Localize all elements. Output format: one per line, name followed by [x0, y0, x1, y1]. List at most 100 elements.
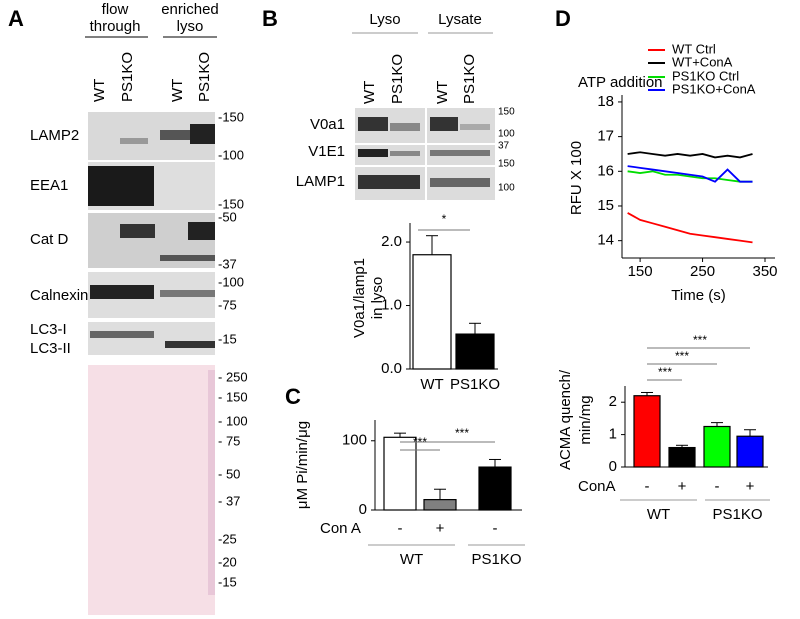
y-tick-label: 2	[609, 393, 617, 410]
x-tick-label: -	[398, 520, 403, 537]
panel-label: D	[555, 6, 571, 31]
x-tick-label: 350	[752, 263, 777, 280]
series-line	[627, 170, 753, 183]
x-tick-label: 150	[628, 263, 653, 280]
y-tick-label: 0	[359, 501, 367, 518]
y-axis-label: RFU X 100	[568, 141, 585, 215]
y-axis-label: ACMA quench/	[557, 369, 574, 470]
significance-label: ***	[693, 333, 707, 347]
lane-label: PS1KO	[461, 54, 478, 104]
x-tick-label: -	[645, 478, 650, 495]
row-label: LAMP1	[296, 173, 345, 190]
mw-marker: -100	[218, 274, 244, 289]
row-label: LC3-II	[30, 340, 71, 357]
blot-a	[88, 112, 215, 615]
x-tick-label: WT	[420, 376, 443, 393]
mw-marker: - 100	[218, 413, 248, 428]
panel-label: C	[285, 384, 301, 409]
series-line	[627, 151, 753, 159]
band	[390, 151, 420, 156]
group-label: WT	[400, 551, 423, 568]
lane-label: WT	[169, 79, 186, 102]
x-tick-label: -	[493, 520, 498, 537]
mw-marker: -20	[218, 554, 237, 569]
row-label: Calnexin	[30, 287, 88, 304]
bar	[423, 499, 457, 511]
y-tick-label: 2.0	[381, 233, 402, 250]
annotation: ATP addition	[578, 74, 663, 91]
bar	[478, 466, 512, 511]
series-line	[627, 212, 753, 244]
mw-marker: 150	[498, 159, 515, 170]
mw-marker: -150	[218, 196, 244, 211]
mw-marker: 37	[498, 141, 510, 152]
row-label: LC3-I	[30, 321, 67, 338]
mw-marker: 100	[498, 129, 515, 140]
lane-label: WT	[91, 79, 108, 102]
band	[90, 285, 154, 299]
mw-marker: -75	[218, 297, 237, 312]
band	[190, 124, 215, 144]
band	[390, 123, 420, 131]
y-tick-label: 100	[342, 432, 367, 449]
mw-marker: -50	[218, 209, 237, 224]
significance-label: ***	[658, 365, 672, 379]
mw-marker: -15	[218, 331, 237, 346]
blot-strip	[88, 322, 215, 355]
bar	[455, 333, 495, 370]
mw-marker: -25	[218, 531, 237, 546]
significance-label: ***	[675, 349, 689, 363]
mw-marker: -150	[218, 109, 244, 124]
legend-label: PS1KO+ConA	[672, 81, 756, 96]
band	[165, 341, 215, 348]
band	[88, 166, 154, 206]
lane-label: PS1KO	[196, 52, 213, 102]
band	[358, 149, 388, 157]
y-axis-label: min/mg	[577, 395, 594, 444]
mw-marker: - 50	[218, 466, 240, 481]
mw-marker: - 250	[218, 369, 248, 384]
group-label: WT	[647, 506, 670, 523]
mw-marker: 150	[498, 107, 515, 118]
row-label: V0a1	[310, 116, 345, 133]
y-axis-label: V0a1/lamp1	[351, 258, 368, 338]
mw-marker: 100	[498, 183, 515, 194]
bar	[736, 435, 764, 468]
band	[188, 222, 215, 240]
lane-label: WT	[434, 81, 451, 104]
row-label: Con A	[320, 520, 361, 537]
band	[430, 178, 490, 187]
band	[120, 138, 148, 144]
x-tick-label: +	[746, 478, 755, 495]
lane-label: PS1KO	[119, 52, 136, 102]
significance-label: ***	[455, 426, 469, 440]
y-tick-label: 0	[609, 458, 617, 475]
group-label: PS1KO	[712, 506, 762, 523]
mw-marker: - 75	[218, 433, 240, 448]
band	[358, 175, 420, 189]
mw-marker: -37	[218, 256, 237, 271]
band	[160, 130, 190, 140]
legend-label: PS1KO Ctrl	[672, 68, 739, 83]
band	[430, 117, 458, 131]
row-label: V1E1	[308, 143, 345, 160]
bar	[633, 395, 661, 468]
bar	[668, 446, 696, 468]
group-label: through	[90, 18, 141, 35]
mw-marker: - 37	[218, 493, 240, 508]
panel-label: A	[8, 6, 24, 31]
band	[460, 124, 490, 130]
y-tick-label: 14	[597, 232, 614, 249]
band	[430, 150, 490, 156]
ladder	[208, 370, 215, 595]
row-label: LAMP2	[30, 127, 79, 144]
blot-b	[355, 108, 495, 200]
group-label: Lyso	[369, 11, 400, 28]
y-tick-label: 1.0	[381, 296, 402, 313]
y-tick-label: 16	[597, 162, 614, 179]
x-tick-label: PS1KO	[450, 376, 500, 393]
bar	[703, 425, 731, 468]
x-tick-label: +	[678, 478, 687, 495]
legend-label: WT Ctrl	[672, 41, 716, 56]
